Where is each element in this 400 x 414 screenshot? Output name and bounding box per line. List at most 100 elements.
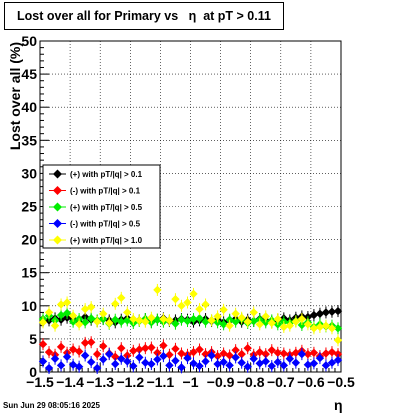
data-point <box>123 308 132 317</box>
data-point <box>267 361 276 371</box>
data-point <box>321 321 331 330</box>
data-point <box>147 359 156 369</box>
data-point <box>303 360 313 369</box>
data-point <box>135 345 144 354</box>
y-tick-label: 30 <box>21 165 37 181</box>
data-point <box>333 355 343 365</box>
data-point <box>231 345 240 355</box>
y-tick-label: 35 <box>21 132 37 148</box>
data-point <box>237 358 246 367</box>
data-point <box>50 354 60 363</box>
data-point <box>201 357 210 366</box>
data-point <box>249 354 258 363</box>
data-point <box>213 351 222 361</box>
data-point <box>141 317 150 326</box>
y-tick-label: 45 <box>21 66 37 82</box>
data-point <box>177 315 186 324</box>
data-point <box>74 320 84 329</box>
data-point <box>68 311 78 320</box>
y-tick-label: 0 <box>29 364 37 380</box>
data-point <box>165 361 174 370</box>
x-axis-label: η <box>334 397 343 413</box>
data-point <box>141 343 150 353</box>
data-point <box>225 361 234 370</box>
chart-title: Lost over all for Primary vs η at pT > 0… <box>4 2 284 30</box>
data-point <box>231 317 240 326</box>
data-point <box>285 321 295 330</box>
data-point <box>321 308 331 317</box>
data-point <box>207 316 216 325</box>
y-tick-label: 25 <box>21 199 37 215</box>
data-point <box>86 357 96 367</box>
x-tick-label: −1.4 <box>56 374 84 390</box>
data-point <box>117 317 126 326</box>
data-point <box>99 355 108 364</box>
data-point <box>38 357 48 366</box>
data-point <box>267 345 276 355</box>
data-point <box>80 338 90 348</box>
data-point <box>56 342 66 352</box>
data-point <box>74 362 84 371</box>
data-point <box>74 347 84 356</box>
series-1 <box>38 336 343 363</box>
data-point <box>189 289 198 299</box>
footer-timestamp: Sun Jun 29 08:05:16 2025 <box>3 401 100 410</box>
data-point <box>195 345 204 354</box>
data-point <box>333 306 343 316</box>
data-point <box>165 316 174 325</box>
legend-entry-label: (-) with pT/|q| > 0.1 <box>70 187 141 196</box>
data-point <box>315 322 325 332</box>
data-point <box>99 309 108 318</box>
x-tick-label: −1.5 <box>26 374 54 390</box>
y-tick-label: 50 <box>21 33 37 49</box>
data-point <box>153 355 162 364</box>
data-point <box>315 353 325 363</box>
legend-entry-label: (+) with pT/|q| > 0.1 <box>70 170 143 179</box>
data-point <box>159 341 168 350</box>
data-point <box>183 353 192 363</box>
axis-ticks: −1.5 −1.4 −1.3 −1.2 −1.1 −1 −0.9 −0.8 −0.7 −0.6 −0… <box>21 33 355 390</box>
data-point <box>50 321 60 330</box>
data-point <box>123 316 132 325</box>
data-point <box>92 317 102 326</box>
x-tick-label: −0.9 <box>207 374 235 390</box>
data-point <box>249 308 258 317</box>
series-4 <box>38 283 343 347</box>
data-point <box>321 349 331 358</box>
data-point <box>219 305 228 314</box>
data-point <box>105 349 114 359</box>
data-point <box>44 308 54 317</box>
data-point <box>147 343 156 352</box>
data-point <box>243 317 252 326</box>
data-point <box>62 298 72 307</box>
x-tick-label: −0.8 <box>237 374 265 390</box>
data-point <box>153 285 162 295</box>
data-point <box>195 304 204 314</box>
legend-entry-label: (+) with pT/|q| > 1.0 <box>70 236 143 245</box>
data-point <box>147 313 156 322</box>
data-point <box>195 314 204 323</box>
data-point <box>303 320 313 329</box>
data-point <box>237 313 246 322</box>
data-point <box>261 357 270 366</box>
data-point <box>213 359 222 369</box>
y-tick-label: 5 <box>29 331 37 347</box>
data-point <box>129 314 138 324</box>
data-point <box>92 363 102 373</box>
legend-marker <box>53 235 62 245</box>
data-point <box>327 358 337 367</box>
data-point <box>189 347 198 357</box>
data-point <box>62 308 72 318</box>
data-point <box>171 319 180 328</box>
data-point <box>183 298 192 307</box>
y-tick-label: 15 <box>21 265 37 281</box>
x-tick-label: −0.6 <box>297 374 325 390</box>
y-tick-label: 40 <box>21 99 37 115</box>
data-point <box>105 318 114 328</box>
data-point <box>219 357 228 367</box>
data-point <box>267 318 276 328</box>
data-point <box>177 363 186 372</box>
data-point <box>189 359 198 368</box>
data-point <box>237 349 246 359</box>
x-tick-label: −1.1 <box>147 374 175 390</box>
